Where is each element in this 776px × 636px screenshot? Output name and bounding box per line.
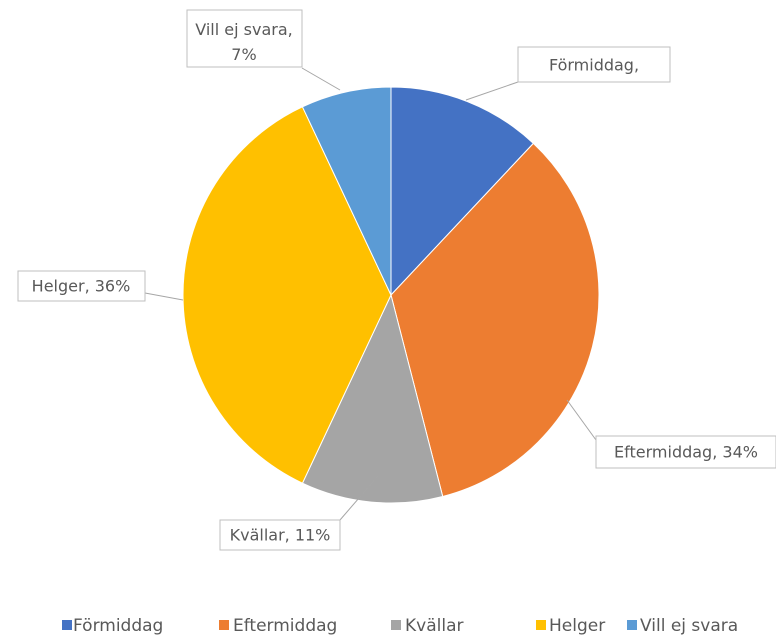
leader-line [465,81,519,101]
leader-line [301,67,341,91]
leader-line [566,399,597,441]
legend-label: Kvällar [405,616,463,636]
legend-swatch [391,620,401,630]
legend-swatch [62,620,72,630]
legend-swatch [536,620,546,630]
pie-slice [301,293,444,504]
label-box [186,9,303,68]
leader-line [144,292,184,301]
legend-swatch [627,620,637,630]
data-label: Kvällar, 11% [230,526,331,545]
data-label: Förmiddag, [549,56,639,75]
data-label: Vill ej svara, 7% [195,20,292,64]
legend-label: Förmiddag [73,616,163,636]
legend-label: Vill ej svara [640,616,738,636]
legend-swatch [219,620,229,630]
data-label: Eftermiddag, 34% [614,443,758,462]
label-box [517,46,671,83]
label-box [595,435,776,469]
label-box [17,270,146,302]
pie-slice [301,86,392,296]
legend-label: Eftermiddag [233,616,337,636]
data-label: Helger, 36% [32,277,131,296]
pie-slice [390,142,600,498]
legend-label: Helger [549,616,605,636]
pie-slice [182,106,392,484]
pie-slice [390,86,535,297]
label-box [219,519,341,551]
leader-line [339,475,379,521]
